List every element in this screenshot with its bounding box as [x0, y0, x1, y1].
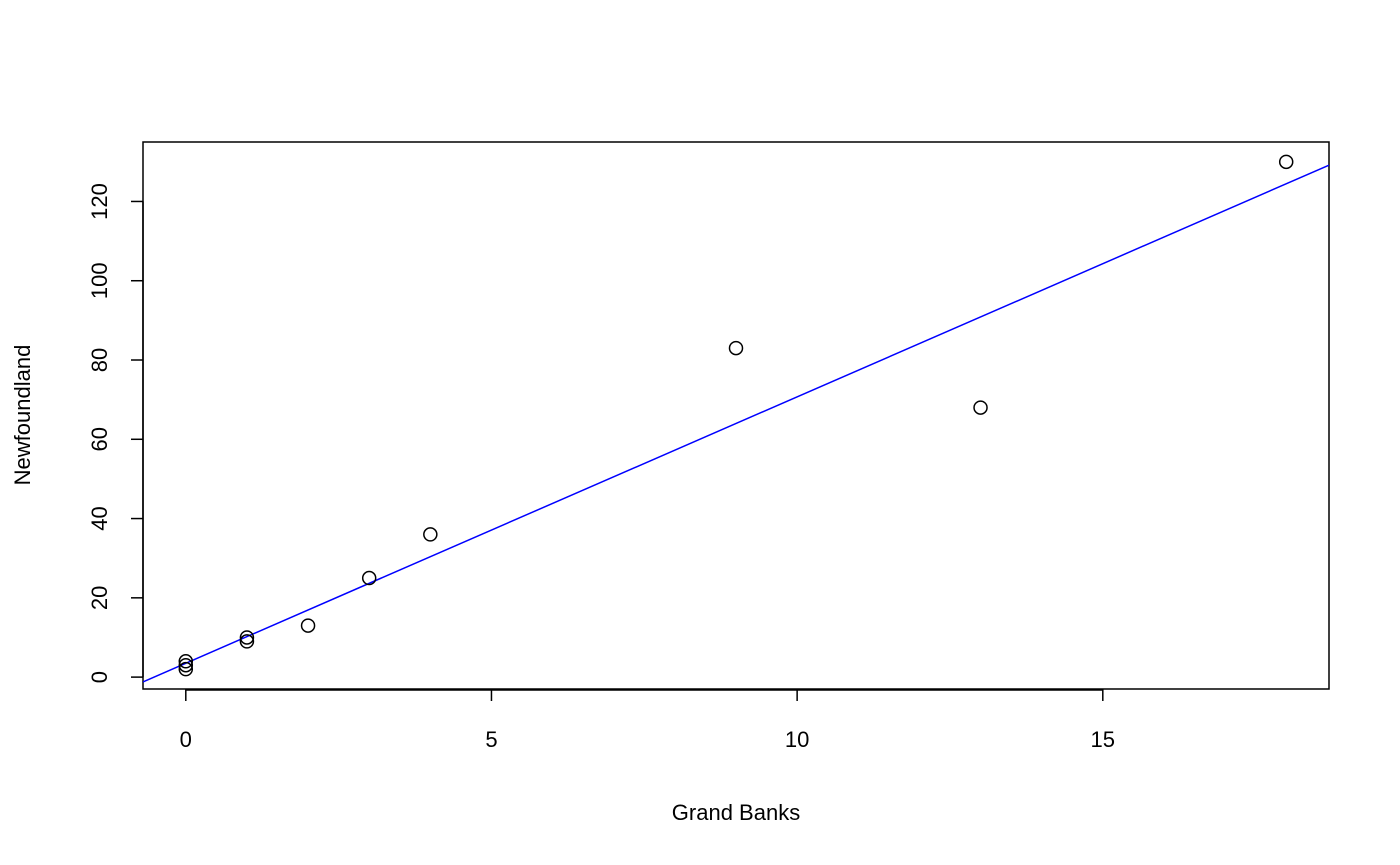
y-axis: 0 20 40 60 80 100 120 — [87, 183, 144, 683]
x-tick-label: 15 — [1091, 727, 1115, 752]
y-tick-label: 60 — [87, 427, 112, 451]
data-point — [300, 618, 316, 633]
x-tick-label: 10 — [785, 727, 809, 752]
y-tick-label: 20 — [87, 586, 112, 610]
data-point — [178, 654, 194, 669]
fit-line-layer — [143, 164, 1329, 683]
plot-frame — [142, 141, 1330, 690]
data-point — [728, 340, 744, 356]
data-point — [178, 657, 194, 673]
y-tick-label: 40 — [87, 506, 112, 530]
x-tick-label: 5 — [485, 727, 497, 752]
points-layer — [178, 154, 1294, 677]
y-tick-label: 0 — [87, 671, 112, 683]
y-axis-title: Newfoundland — [10, 345, 35, 486]
x-axis-title: Grand Banks — [672, 800, 800, 825]
data-point — [178, 661, 194, 677]
data-point — [239, 630, 255, 645]
x-axis: 0 5 10 15 — [180, 689, 1115, 752]
data-point — [423, 527, 438, 542]
regression-line — [143, 164, 1329, 683]
y-tick-label: 80 — [87, 348, 112, 372]
y-tick-label: 100 — [87, 262, 112, 299]
data-point — [239, 634, 255, 649]
data-point — [973, 400, 988, 415]
y-tick-label: 120 — [87, 183, 112, 220]
data-point — [1278, 154, 1294, 170]
data-point — [361, 570, 377, 586]
x-tick-label: 0 — [180, 727, 192, 752]
